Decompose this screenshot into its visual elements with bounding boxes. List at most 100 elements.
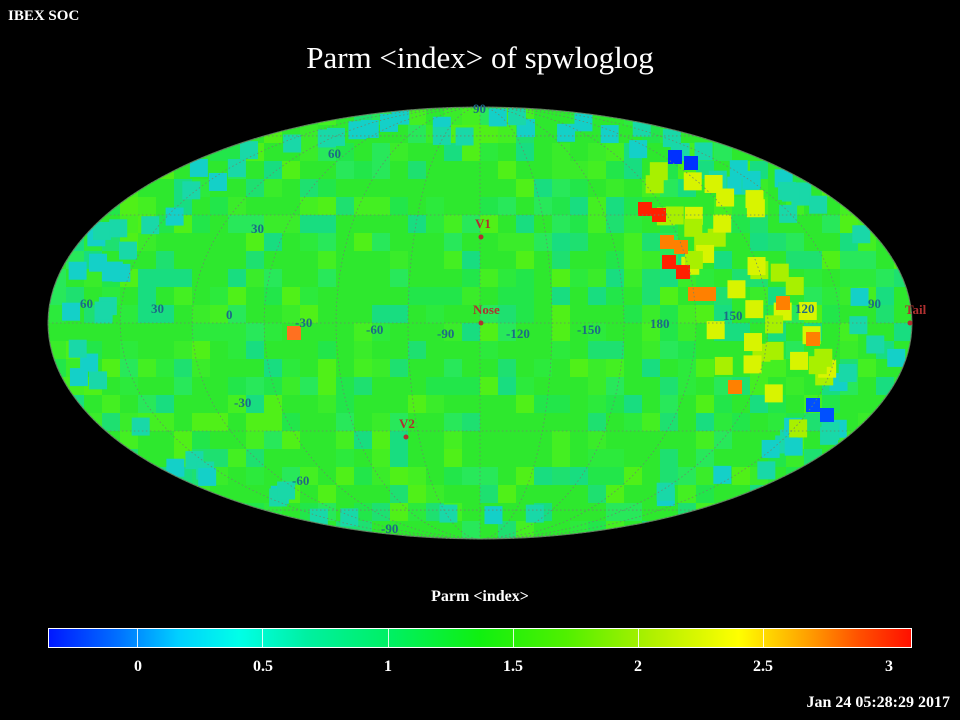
sky-pixel [714,503,732,521]
sky-pixel [822,179,840,197]
lon-label-minus60: -60 [366,322,383,337]
sky-pixel [210,449,228,467]
sky-pixel [858,467,876,485]
sky-pixel [282,413,300,431]
sky-pixel [210,287,228,305]
sky-pixel [516,269,534,287]
sky-pixel [696,305,714,323]
sky-pixel [354,431,372,449]
sky-pixel [336,431,354,449]
sky-pixel [174,431,192,449]
sky-pixel [786,125,804,143]
sky-pixel [138,467,156,485]
sky-pixel [300,467,318,485]
sky-pixel [66,179,84,197]
sky-pixel [750,233,768,251]
colorbar-divider [262,629,263,647]
sky-pixel [498,323,516,341]
colorbar-tick-0.5: 0.5 [253,658,273,675]
sky-pixel [318,179,336,197]
meridian-line [335,106,481,540]
sky-pixel [246,233,264,251]
sky-pixel [678,107,696,125]
sky-pixel-ribbon [714,356,733,375]
sky-pixel [552,215,570,233]
sky-pixel-edge [439,504,458,523]
sky-pixel [282,431,300,449]
sky-pixel [858,359,876,377]
sky-pixel [894,323,912,341]
sky-pixel-edge [432,126,451,145]
sky-pixel [804,287,822,305]
sky-pixel [246,467,264,485]
sky-pixel [408,161,426,179]
colorbar-title: Parm <index> [431,588,529,605]
sky-pixel [588,269,606,287]
sky-pixel-ribbon [765,341,784,360]
colorbar-divider [513,629,514,647]
sky-pixel [678,467,696,485]
sky-pixel [462,323,480,341]
sky-pixel [264,413,282,431]
sky-pixel [552,467,570,485]
sky-pixel [66,107,84,125]
sky-pixel [534,467,552,485]
sky-pixel-edge [887,348,906,367]
sky-pixel-edge [165,207,184,226]
sky-pixel-edge [182,181,201,200]
sky-pixel [408,395,426,413]
sky-pixel [804,251,822,269]
sky-pixel [192,413,210,431]
sky-pixel [552,251,570,269]
lon-label-60: 60 [80,296,93,311]
sky-pixel [552,269,570,287]
sky-pixel [552,179,570,197]
sky-pixel [408,341,426,359]
sky-pixel [606,359,624,377]
sky-pixel-edge [89,253,108,272]
sky-pixel [660,377,678,395]
sky-pixel [444,413,462,431]
sky-pixel [246,413,264,431]
sky-pixel [210,503,228,521]
meridian-line [479,106,553,540]
sky-pixel [642,359,660,377]
sky-pixel [84,143,102,161]
sky-pixel [228,395,246,413]
sky-pixel [426,215,444,233]
sky-pixel [588,341,606,359]
sky-pixel [552,197,570,215]
sky-pixel-ribbon [790,351,809,370]
sky-pixel [426,287,444,305]
sky-pixel-ribbon [743,355,762,374]
sky-pixel [462,377,480,395]
sky-pixel [876,377,894,395]
sky-pixel [300,287,318,305]
sky-pixel [138,197,156,215]
sky-pixel [228,341,246,359]
sky-pixel [696,431,714,449]
sky-pixel [570,359,588,377]
sky-pixel [444,233,462,251]
sky-pixel [462,467,480,485]
sky-pixel [588,215,606,233]
sky-pixel [138,287,156,305]
sky-pixel [102,125,120,143]
sky-pixel [822,215,840,233]
sky-pixel [210,107,228,125]
sky-pixel [192,323,210,341]
sky-pixel [390,449,408,467]
sky-pixel [804,107,822,125]
sky-pixel [606,377,624,395]
sky-pixel [354,233,372,251]
sky-pixel [768,521,786,539]
sky-pixel [120,197,138,215]
v2-marker [403,434,409,440]
sky-pixel [138,305,156,323]
sky-pixel [48,161,66,179]
sky-pixel [318,197,336,215]
sky-pixel [876,431,894,449]
sky-pixel-ribbon [770,263,789,282]
sky-pixel [498,359,516,377]
sky-pixel [282,161,300,179]
